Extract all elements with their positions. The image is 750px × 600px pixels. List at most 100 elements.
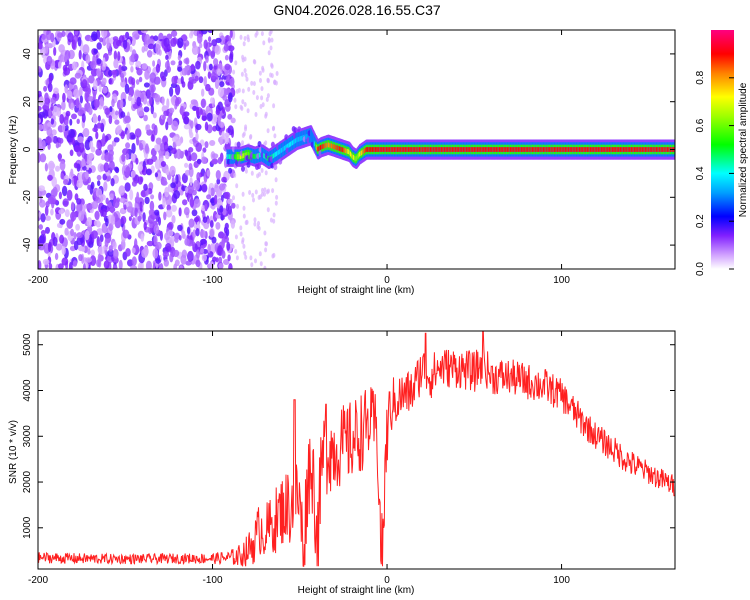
noise-speckle	[127, 95, 132, 102]
noise-speckle	[133, 53, 139, 60]
noise-speckle	[270, 63, 274, 69]
noise-speckle	[71, 39, 76, 50]
noise-speckle	[141, 46, 146, 53]
noise-speckle	[260, 31, 264, 37]
noise-speckle	[214, 79, 220, 90]
noise-speckle	[169, 165, 176, 176]
noise-speckle	[178, 207, 182, 217]
noise-speckle	[183, 116, 190, 125]
noise-speckle	[194, 75, 199, 82]
noise-speckle	[76, 202, 83, 213]
noise-speckle	[224, 135, 230, 145]
noise-speckle	[219, 136, 223, 145]
noise-speckle	[239, 225, 243, 231]
noise-speckle	[89, 140, 94, 149]
noise-speckle	[221, 130, 225, 140]
noise-speckle	[210, 50, 215, 59]
noise-speckle	[249, 134, 252, 140]
noise-speckle	[191, 209, 198, 217]
noise-speckle	[173, 190, 181, 199]
noise-speckle	[112, 36, 119, 42]
noise-speckle	[53, 87, 59, 95]
noise-speckle	[175, 97, 180, 107]
noise-speckle	[87, 96, 95, 102]
noise-speckle	[241, 133, 245, 138]
noise-speckle	[190, 30, 194, 37]
noise-speckle	[275, 194, 279, 200]
noise-speckle	[38, 41, 43, 50]
noise-speckle	[120, 215, 127, 225]
noise-speckle	[118, 185, 126, 196]
noise-speckle	[209, 261, 214, 269]
noise-speckle	[259, 261, 263, 267]
noise-speckle	[85, 54, 91, 64]
noise-speckle	[217, 157, 223, 165]
noise-speckle	[255, 95, 259, 101]
noise-speckle	[207, 71, 212, 79]
noise-speckle	[168, 107, 175, 114]
noise-speckle	[137, 176, 143, 185]
noise-speckle	[48, 74, 53, 85]
noise-speckle	[82, 165, 87, 171]
noise-speckle	[166, 43, 171, 52]
noise-speckle	[239, 231, 243, 237]
noise-speckle	[226, 241, 231, 251]
noise-speckle	[101, 77, 107, 85]
noise-speckle	[205, 55, 209, 63]
noise-speckle	[163, 141, 169, 152]
noise-speckle	[178, 60, 183, 66]
noise-speckle	[243, 102, 247, 107]
noise-speckle	[172, 249, 180, 258]
noise-speckle	[186, 150, 192, 162]
noise-speckle	[162, 114, 166, 121]
noise-speckle	[200, 248, 205, 254]
noise-speckle	[203, 39, 208, 50]
snr-x-tick-label: 100	[553, 575, 570, 586]
noise-speckle	[97, 253, 102, 263]
noise-speckle	[195, 228, 200, 237]
noise-speckle	[241, 191, 245, 197]
noise-speckle	[248, 190, 252, 195]
noise-speckle	[130, 134, 136, 140]
noise-speckle	[108, 115, 113, 125]
noise-speckle	[55, 142, 60, 149]
noise-speckle	[99, 96, 104, 107]
noise-speckle	[144, 143, 149, 154]
noise-speckle	[113, 50, 118, 61]
noise-speckle	[93, 79, 98, 91]
noise-speckle	[143, 114, 148, 122]
noise-speckle	[140, 93, 145, 103]
noise-speckle	[67, 32, 74, 43]
noise-speckle	[46, 55, 53, 65]
noise-speckle	[137, 215, 142, 222]
noise-speckle	[46, 126, 53, 137]
noise-speckle	[204, 141, 209, 149]
noise-speckle	[163, 259, 169, 267]
noise-speckle	[134, 238, 138, 250]
noise-speckle	[241, 88, 245, 94]
noise-speckle	[211, 153, 219, 159]
noise-speckle	[170, 60, 176, 66]
noise-speckle	[224, 54, 229, 61]
noise-speckle	[38, 243, 45, 251]
noise-speckle	[230, 117, 236, 124]
noise-speckle	[170, 37, 177, 47]
noise-speckle	[38, 139, 43, 149]
noise-speckle	[111, 98, 115, 108]
noise-speckle	[107, 50, 112, 56]
noise-speckle	[191, 45, 199, 56]
noise-speckle	[91, 230, 98, 239]
noise-speckle	[136, 135, 139, 146]
noise-speckle	[195, 132, 199, 141]
noise-speckle	[201, 156, 208, 164]
noise-speckle	[96, 142, 101, 149]
noise-speckle	[58, 44, 65, 53]
colorbar-ticks: 0.00.20.40.60.8	[695, 70, 734, 276]
spectrogram-plot-area	[38, 30, 675, 269]
noise-speckle	[84, 230, 90, 241]
noise-speckle	[179, 190, 184, 196]
noise-speckle	[256, 224, 260, 230]
noise-speckle	[251, 192, 255, 198]
noise-speckle	[71, 113, 77, 120]
